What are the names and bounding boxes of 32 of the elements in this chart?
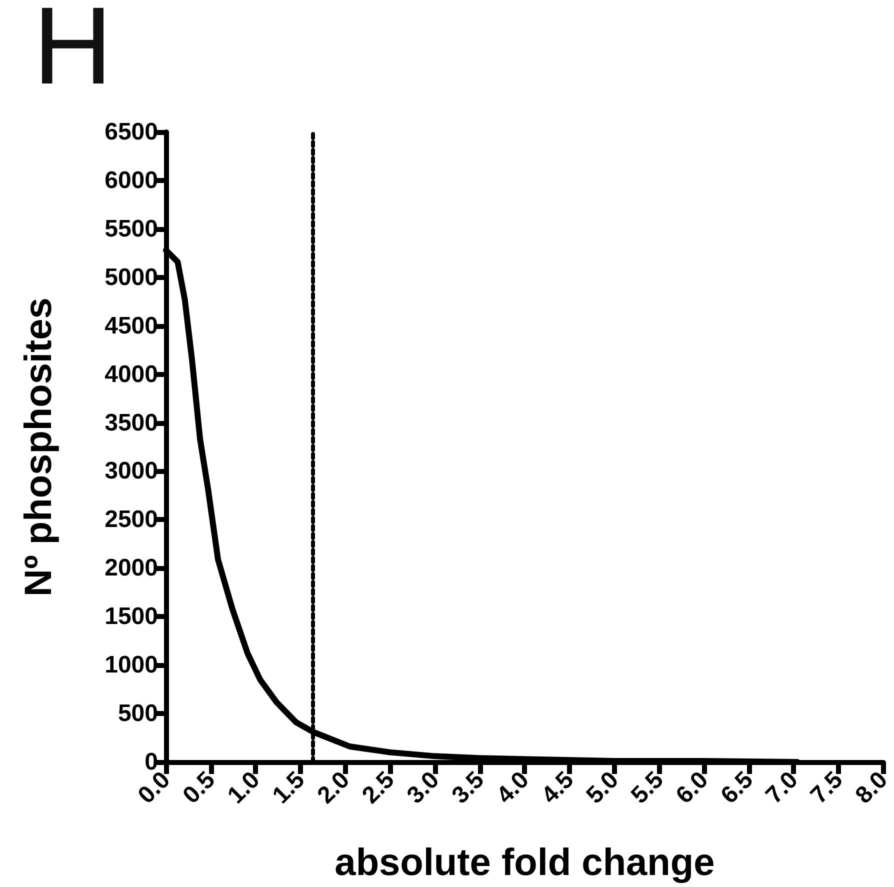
y-tick-label: 2500 (104, 506, 158, 534)
y-tick-label: 1000 (104, 652, 158, 679)
x-tick-label: 3.0 (402, 766, 445, 810)
x-tick-label: 2.0 (312, 766, 355, 810)
x-tick-label: 7.0 (760, 766, 804, 810)
x-tick-label: 0.5 (178, 766, 220, 810)
x-tick-label: 4.0 (492, 766, 534, 810)
y-axis-title: Nº phosphosites (18, 298, 60, 596)
y-tick-label: 6000 (104, 166, 158, 194)
x-tick-label: 8.0 (850, 766, 893, 810)
x-tick-label: 7.5 (805, 766, 848, 810)
y-tick-label: 6500 (104, 118, 158, 146)
x-tick-label: 3.5 (446, 766, 490, 810)
y-tick-label: 3500 (104, 409, 158, 436)
y-tick-label: 4000 (104, 360, 158, 388)
y-tick-label: 5000 (104, 264, 158, 291)
x-tick-label: 2.5 (357, 766, 400, 810)
y-tick-label: 500 (118, 700, 158, 728)
x-tick-label: 5.5 (626, 766, 669, 810)
x-tick-label: 6.0 (670, 766, 714, 810)
x-tick-label: 6.5 (716, 766, 758, 810)
y-tick-label: 1500 (104, 603, 158, 630)
y-tick-label: 3000 (104, 458, 158, 485)
y-tick-label: 2000 (104, 554, 158, 582)
chart-title: H (33, 0, 112, 108)
x-tick-label: 1.5 (267, 766, 310, 810)
x-tick-label: 4.5 (536, 766, 580, 810)
y-tick-label: 5500 (104, 215, 158, 242)
x-axis-title: absolute fold change (334, 842, 715, 884)
x-tick-label: 1.0 (222, 766, 266, 810)
y-tick-label: 4500 (104, 312, 158, 340)
x-tick-label: 5.0 (581, 766, 624, 810)
